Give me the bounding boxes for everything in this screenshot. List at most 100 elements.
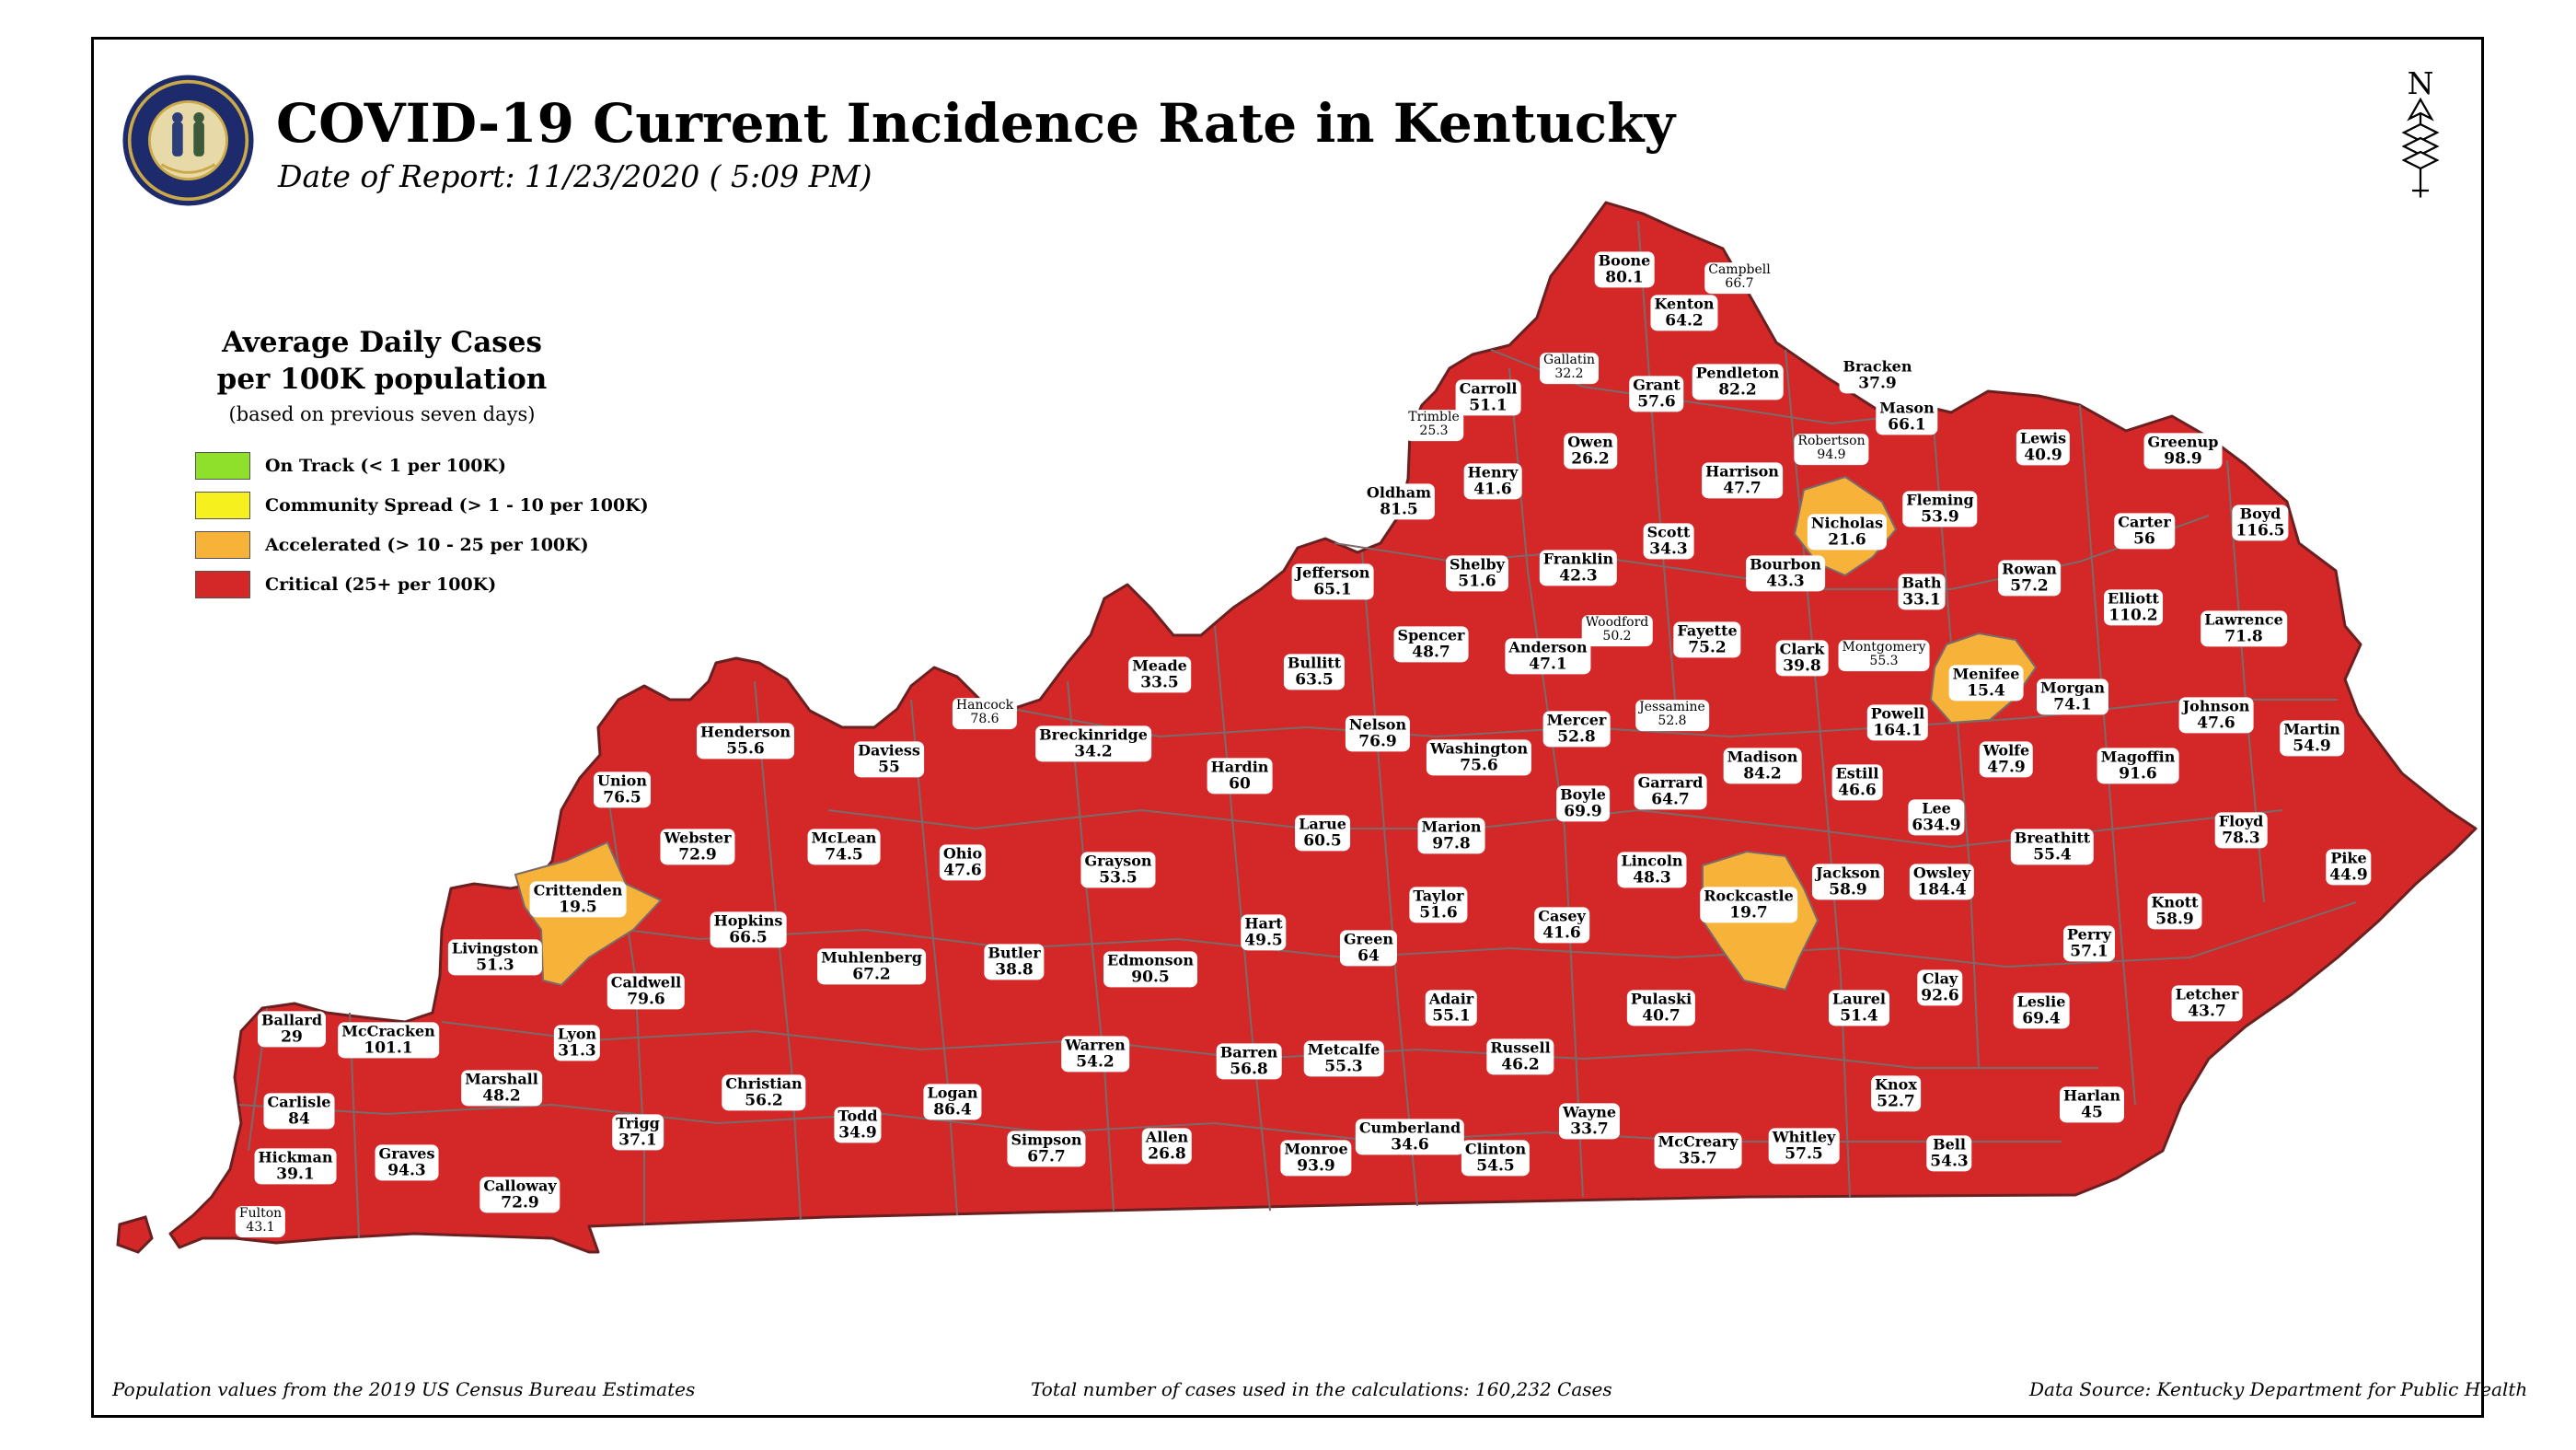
county-name: Edmonson <box>1107 951 1194 969</box>
footer-data-source: Data Source: Kentucky Department for Pub… <box>2029 1378 2528 1400</box>
county-rate: 52.7 <box>1877 1091 1915 1110</box>
county-name: Henderson <box>699 723 791 741</box>
county-name: Nicholas <box>1810 514 1884 532</box>
county-name: Franklin <box>1542 550 1614 568</box>
county-name: Butler <box>988 944 1041 962</box>
county-rate: 64 <box>1357 945 1380 965</box>
legend-label: Critical (25+ per 100K) <box>265 574 497 595</box>
county-rate: 98.9 <box>2164 448 2202 468</box>
county-rate: 48.7 <box>1412 642 1450 661</box>
county-label-allen: Allen 26.8 <box>1141 1128 1193 1165</box>
county-label-clinton: Clinton 54.5 <box>1461 1140 1531 1177</box>
county-name: Woodford <box>1585 615 1649 631</box>
county-rate: 65.1 <box>1313 579 1352 598</box>
county-rate: 56.2 <box>745 1090 783 1109</box>
map-title: COVID-19 Current Incidence Rate in Kentu… <box>276 92 1676 155</box>
county-name: Grant <box>1633 376 1681 394</box>
county-name: Laurel <box>1832 990 1886 1008</box>
county-rate: 72.9 <box>678 844 717 864</box>
county-rate: 57.2 <box>2010 575 2049 595</box>
county-rate: 33.5 <box>1140 672 1179 691</box>
county-label-scott: Scott 34.3 <box>1643 523 1694 560</box>
county-name: Daviess <box>858 741 920 760</box>
county-name: Marion <box>1421 818 1482 836</box>
county-name: Jackson <box>1815 864 1881 882</box>
county-name: Shelby <box>1450 555 1505 574</box>
county-label-adair: Adair 55.1 <box>1425 990 1478 1027</box>
county-rate: 75.6 <box>1460 755 1498 774</box>
county-rate: 45 <box>2081 1102 2103 1121</box>
county-label-warren: Warren 54.2 <box>1061 1036 1129 1073</box>
footer-total-cases: Total number of cases used in the calcul… <box>1031 1378 1612 1400</box>
county-rate: 54.5 <box>1476 1155 1515 1175</box>
county-rate: 57.5 <box>1785 1143 1823 1163</box>
county-rate: 35.7 <box>1679 1148 1717 1167</box>
county-rate: 32.2 <box>1554 366 1584 382</box>
county-label-lee: Lee 634.9 <box>1908 799 1965 836</box>
county-name: Christian <box>725 1074 803 1093</box>
county-name: Crittenden <box>533 881 623 899</box>
county-rate: 55.1 <box>1432 1005 1471 1025</box>
county-name: Carroll <box>1459 379 1518 398</box>
county-name: Lewis <box>2019 429 2067 447</box>
county-label-fayette: Fayette 75.2 <box>1673 621 1741 658</box>
county-name: Larue <box>1299 815 1346 833</box>
county-label-franklin: Franklin 42.3 <box>1539 550 1618 586</box>
county-name: Muhlenberg <box>821 948 922 967</box>
county-rate: 74.5 <box>825 844 863 864</box>
county-label-knott: Knott 58.9 <box>2147 893 2202 930</box>
county-name: Clay <box>1922 969 1958 988</box>
county-name: Breathitt <box>2014 829 2091 847</box>
county-name: Knott <box>2151 893 2199 911</box>
county-rate: 78.6 <box>970 712 999 727</box>
county-rate: 57.6 <box>1637 391 1676 411</box>
county-rate: 53.5 <box>1099 867 1138 887</box>
county-name: Henry <box>1467 463 1519 481</box>
county-name: Letcher <box>2175 985 2239 1003</box>
county-name: Boyle <box>1560 785 1606 804</box>
county-name: Allen <box>1145 1128 1189 1146</box>
county-rate: 46.6 <box>1838 780 1877 799</box>
county-label-bell: Bell 54.3 <box>1926 1135 1972 1172</box>
county-label-letcher: Letcher 43.7 <box>2171 985 2243 1022</box>
county-name: Robertson <box>1797 434 1866 449</box>
county-rate: 93.9 <box>1297 1155 1335 1175</box>
county-label-mason: Mason 66.1 <box>1876 399 1938 435</box>
county-label-graves: Graves 94.3 <box>375 1144 439 1181</box>
county-name: Clinton <box>1464 1140 1527 1158</box>
county-label-spencer: Spencer 48.7 <box>1393 626 1469 663</box>
county-label-oldham: Oldham 81.5 <box>1362 483 1436 520</box>
county-name: Boone <box>1598 251 1651 270</box>
county-name: Todd <box>837 1107 878 1125</box>
county-label-simpson: Simpson 67.7 <box>1007 1131 1086 1167</box>
county-label-knox: Knox 52.7 <box>1871 1075 1921 1112</box>
county-rate: 56 <box>2133 528 2155 548</box>
county-label-pulaski: Pulaski 40.7 <box>1626 990 1696 1027</box>
county-label-webster: Webster 72.9 <box>660 829 735 865</box>
county-rate: 47.6 <box>943 860 982 879</box>
county-label-daviess: Daviess 55 <box>854 741 924 778</box>
county-rate: 51.6 <box>1419 902 1458 922</box>
county-label-nelson: Nelson 76.9 <box>1345 715 1411 752</box>
county-label-bath: Bath 33.1 <box>1898 574 1946 610</box>
county-rate: 33.7 <box>1570 1119 1609 1138</box>
county-label-lewis: Lewis 40.9 <box>2016 429 2071 466</box>
footer-population-note: Population values from the 2019 US Censu… <box>112 1378 696 1400</box>
county-name: Wolfe <box>1982 741 2030 760</box>
county-label-russell: Russell 46.2 <box>1486 1038 1554 1075</box>
county-label-leslie: Leslie 69.4 <box>2013 992 2070 1029</box>
county-name: Hopkins <box>713 911 783 930</box>
county-name: Morgan <box>2040 679 2105 697</box>
county-rate: 39.1 <box>276 1164 315 1183</box>
county-name: Simpson <box>1011 1131 1082 1149</box>
county-label-marshall: Marshall 48.2 <box>461 1070 542 1107</box>
legend-label: On Track (< 1 per 100K) <box>265 455 506 476</box>
county-rate: 76.5 <box>603 787 641 806</box>
county-label-pendleton: Pendleton 82.2 <box>1692 364 1784 400</box>
county-rate: 48.3 <box>1633 867 1671 887</box>
north-letter: N <box>2408 66 2434 101</box>
county-rate: 81.5 <box>1380 499 1418 518</box>
county-label-madison: Madison 84.2 <box>1723 748 1802 784</box>
county-rate: 110.2 <box>2108 605 2158 624</box>
county-label-hancock: Hancock 78.6 <box>952 698 1018 729</box>
